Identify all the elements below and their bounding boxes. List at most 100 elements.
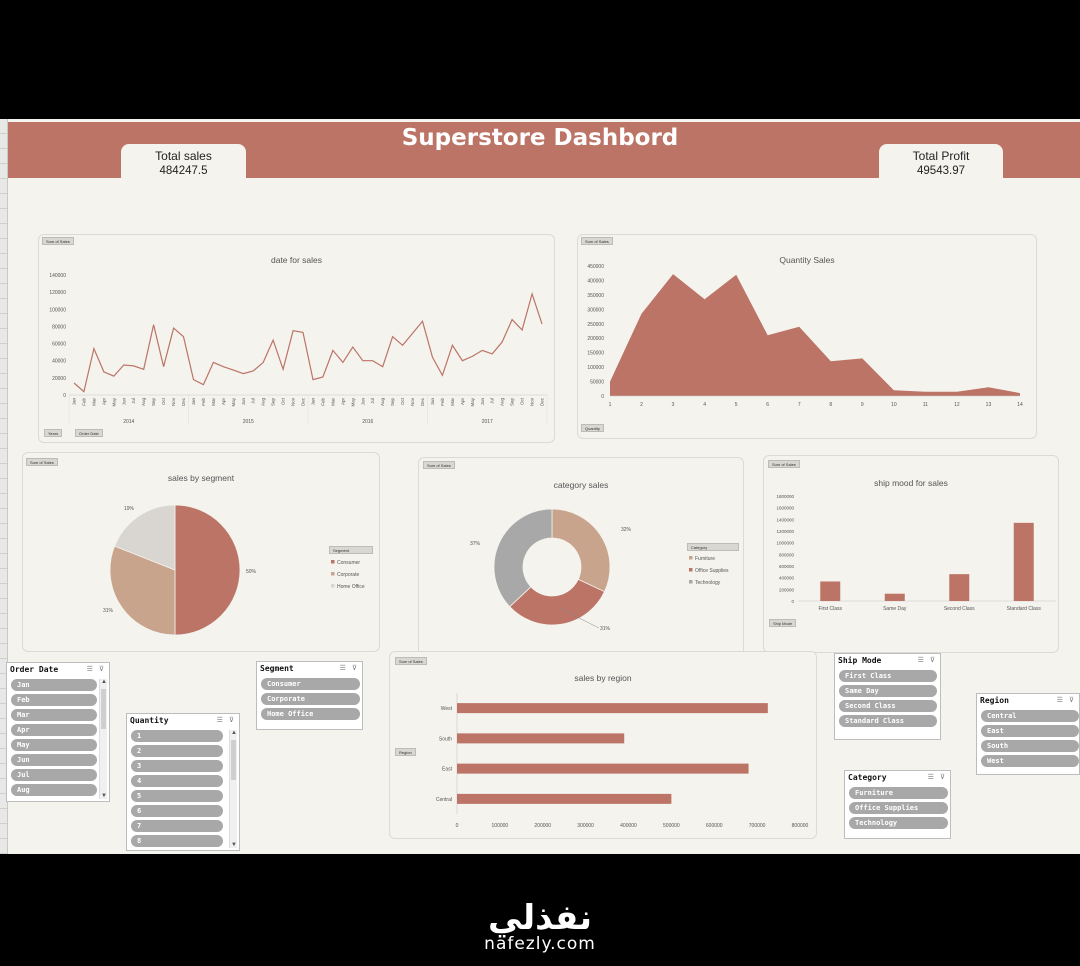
legend-swatch [331, 584, 335, 588]
segment-sales-value-chip[interactable]: Sum of Sales [26, 458, 58, 466]
slicer-item[interactable]: May [11, 739, 97, 751]
slicer-multiselect-clear-icons[interactable]: ☰ ⊽ [927, 774, 947, 781]
slicer-item[interactable]: Feb [11, 694, 97, 706]
x-tick-label: 600000 [706, 823, 723, 829]
slicer-item[interactable]: Mar [11, 709, 97, 721]
category-legend-chip[interactable]: Category [687, 543, 739, 551]
month-tick-label: May [350, 397, 355, 406]
slicer-item[interactable]: 1 [131, 730, 223, 742]
month-tick-label: Nov [530, 397, 535, 406]
month-tick-label: May [231, 397, 236, 406]
slicer-item[interactable]: Corporate [261, 693, 360, 705]
month-tick-label: Aug [141, 398, 146, 407]
order-date-filter-chip[interactable]: Order Date [75, 429, 103, 437]
slicer-multiselect-clear-icons[interactable]: ☰ ⊽ [1056, 697, 1076, 704]
month-tick-label: Jul [370, 398, 375, 404]
x-tick-label: 6 [766, 402, 769, 408]
slicer-item[interactable]: 2 [131, 745, 223, 757]
month-tick-label: Feb [440, 398, 445, 406]
slicer-item[interactable]: Jul [11, 769, 97, 781]
slicer-item[interactable]: 7 [131, 820, 223, 832]
year-tick-label: 2014 [123, 419, 134, 425]
quantity-filter-chip[interactable]: Quantity [581, 424, 604, 432]
slicer-item[interactable]: Second Class [839, 700, 937, 712]
ship-mode-slicer: Ship Mode ☰ ⊽ First Class Same Day Second … [834, 653, 941, 740]
dashboard-title: Superstore Dashbord [401, 125, 679, 151]
scroll-thumb[interactable] [231, 740, 236, 780]
slicer-item[interactable]: Central [981, 710, 1079, 722]
region-sales-plot: West South East Central 0 100000 200000 300000 4… [436, 693, 809, 829]
order-date-scrollbar[interactable]: ▲ ▼ [99, 679, 107, 799]
total-sales-label: Total sales [155, 149, 212, 163]
y-tick-label: 400000 [587, 278, 604, 284]
region-sales-value-chip[interactable]: Sum of Sales [395, 657, 427, 665]
month-tick-label: Apr [221, 398, 226, 406]
category-sales-plot: 32% 31% 37% Furniture Office Supplies Technol… [470, 508, 729, 632]
month-tick-label: Sep [271, 398, 276, 407]
watermark-latin: nafezly.com [484, 934, 596, 954]
scroll-up-icon[interactable]: ▲ [101, 679, 107, 685]
slicer-item[interactable]: Apr [11, 724, 97, 736]
slicer-item[interactable]: Jun [11, 754, 97, 766]
quantity-sales-value-chip[interactable]: Sum of Sales [581, 237, 613, 245]
slicer-item[interactable]: Jan [11, 679, 97, 691]
y-tick-label: 80000 [52, 324, 66, 330]
slicer-item[interactable]: 3 [131, 760, 223, 772]
slicer-item[interactable]: Same Day [839, 685, 937, 697]
month-tick-label: Nov [291, 397, 296, 406]
slicer-item[interactable]: First Class [839, 670, 937, 682]
segment-slice [174, 504, 241, 636]
slicer-item[interactable]: 8 [131, 835, 223, 847]
scroll-up-icon[interactable]: ▲ [231, 730, 237, 736]
row-header-gridlines [0, 119, 8, 854]
year-tick-label: 2017 [482, 419, 493, 425]
slicer-item[interactable]: East [981, 725, 1079, 737]
slicer-item[interactable]: 5 [131, 790, 223, 802]
ship-mode-value-chip[interactable]: Sum of Sales [768, 460, 800, 468]
ship-mode-sales-title: ship mood for sales [874, 478, 948, 488]
slicer-multiselect-clear-icons[interactable]: ☰ ⊽ [339, 665, 359, 672]
region-filter-chip[interactable]: Region [395, 748, 416, 756]
slicer-item[interactable]: Furniture [849, 787, 948, 799]
legend-swatch [331, 560, 335, 564]
quantity-scrollbar[interactable]: ▲ ▼ [229, 730, 237, 848]
legend-entry: Office Supplies [695, 568, 729, 574]
slicer-item[interactable]: 6 [131, 805, 223, 817]
y-tick-label: 120000 [49, 290, 66, 296]
ship-mode-filter-chip[interactable]: Ship Mode [769, 619, 797, 627]
segment-slicer-title: Segment [260, 664, 294, 673]
segment-legend-chip[interactable]: Segment [329, 546, 373, 554]
ship-mode-bar [949, 574, 970, 601]
x-tick-label: 13 [986, 402, 992, 408]
slicer-item[interactable]: Aug [11, 784, 97, 796]
y-tick-label: 0 [791, 599, 794, 604]
slicer-item[interactable]: Consumer [261, 678, 360, 690]
month-tick-label: Dec [181, 397, 186, 406]
date-sales-value-chip[interactable]: Sum of Sales [42, 237, 74, 245]
slicer-multiselect-clear-icons[interactable]: ☰ ⊽ [86, 666, 106, 673]
slicer-item[interactable]: Standard Class [839, 715, 937, 727]
y-tick-label: 200000 [779, 587, 795, 592]
slicer-item[interactable]: South [981, 740, 1079, 752]
slicer-multiselect-clear-icons[interactable]: ☰ ⊽ [216, 717, 236, 724]
slicer-item[interactable]: Technology [849, 817, 948, 829]
years-filter-chip[interactable]: Years [44, 429, 63, 437]
category-sales-value-chip[interactable]: Sum of Sales [423, 461, 455, 469]
y-tick-label: 40000 [52, 359, 66, 365]
y-tick-label: 1200000 [776, 529, 794, 534]
y-tick-label: 400000 [779, 576, 795, 581]
slicer-multiselect-clear-icons[interactable]: ☰ ⊽ [917, 657, 937, 664]
month-tick-label: Jul [490, 398, 495, 404]
slicer-item[interactable]: Home Office [261, 708, 360, 720]
region-bar [457, 733, 625, 744]
scroll-down-icon[interactable]: ▼ [101, 793, 107, 799]
slicer-item[interactable]: 4 [131, 775, 223, 787]
scroll-down-icon[interactable]: ▼ [231, 842, 237, 848]
x-tick-label: 400000 [620, 823, 637, 829]
category-slice [493, 508, 553, 608]
y-category-label: West [441, 706, 453, 712]
slicer-item[interactable]: Office Supplies [849, 802, 948, 814]
month-tick-label: Nov [171, 397, 176, 406]
slicer-item[interactable]: West [981, 755, 1079, 767]
scroll-thumb[interactable] [101, 689, 106, 729]
